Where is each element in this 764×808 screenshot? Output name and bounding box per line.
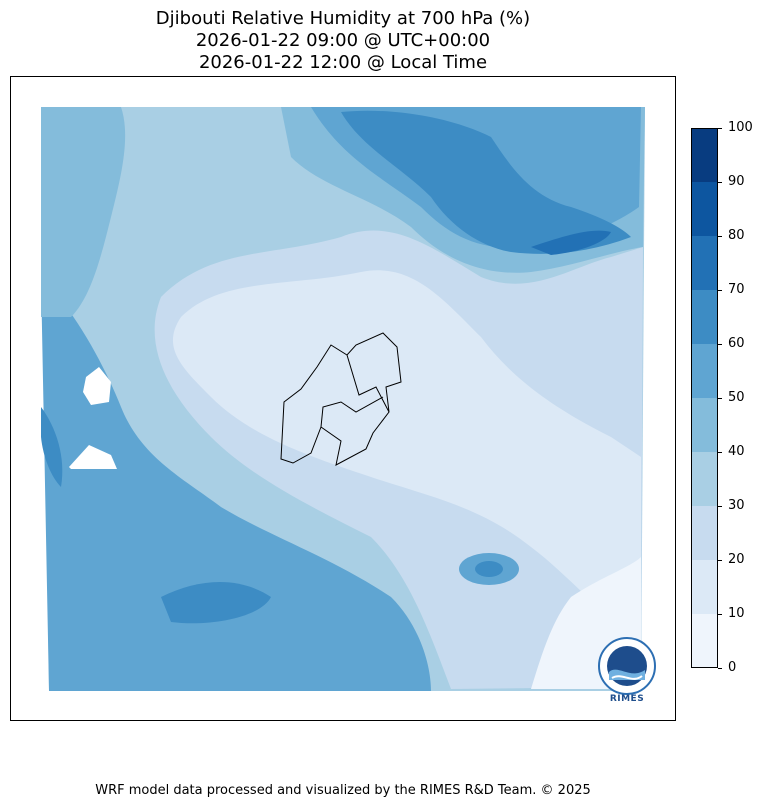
humidity-band-40-50-west — [41, 107, 126, 317]
colorbar-swatch — [691, 452, 718, 506]
colorbar — [691, 128, 718, 668]
humidity-band-0-10-center — [172, 270, 641, 637]
humidity-band-50-60-west — [41, 277, 431, 691]
humidity-band-60-70-west — [41, 407, 63, 487]
colorbar-tick-label: 100 — [718, 121, 753, 135]
title-line-3: 2026-01-22 12:00 @ Local Time — [198, 52, 488, 73]
colorbar-tick-label: 40 — [718, 445, 745, 459]
colorbar-tick-label: 10 — [718, 607, 745, 621]
colorbar-swatch — [691, 560, 718, 614]
rimes-logo-label: RIMES — [609, 694, 645, 704]
map-panel — [10, 76, 676, 721]
colorbar-swatch — [691, 614, 718, 668]
humidity-band-60-70-north — [341, 110, 631, 254]
colorbar-swatch — [691, 344, 718, 398]
colorbar-swatches — [691, 128, 718, 668]
missing-data-patch — [83, 367, 111, 405]
footer-credit: WRF model data processed and visualized … — [95, 783, 591, 798]
djibouti-border — [280, 332, 402, 466]
colorbar-tick-label: 20 — [718, 553, 745, 567]
colorbar-frame — [691, 128, 718, 668]
colorbar-swatch — [691, 182, 718, 236]
colorbar-swatch — [691, 506, 718, 560]
colorbar-tick-label: 30 — [718, 499, 745, 513]
colorbar-swatch — [691, 290, 718, 344]
rimes-logo: RIMES — [590, 636, 664, 710]
title-line-2: 2026-01-22 09:00 @ UTC+00:00 — [195, 30, 491, 51]
colorbar-swatch — [691, 398, 718, 452]
humidity-cell-southeast-core — [475, 561, 503, 577]
colorbar-tick-label: 80 — [718, 229, 745, 243]
title-line-1: Djibouti Relative Humidity at 700 hPa (%… — [155, 8, 531, 29]
colorbar-tick-label: 50 — [718, 391, 745, 405]
map-title: Djibouti Relative Humidity at 700 hPa (%… — [10, 8, 676, 74]
colorbar-tick-label: 70 — [718, 283, 745, 297]
humidity-map — [41, 107, 645, 691]
colorbar-tick-label: 60 — [718, 337, 745, 351]
rimes-logo-icon — [598, 637, 656, 695]
missing-data-patch — [69, 445, 117, 469]
humidity-band-70-80-north — [531, 230, 611, 255]
colorbar-swatch — [691, 128, 718, 182]
humidity-band-60-70-southwest — [161, 582, 271, 624]
colorbar-tick-label: 0 — [717, 661, 736, 675]
colorbar-tick-label: 90 — [718, 175, 745, 189]
colorbar-swatch — [691, 236, 718, 290]
